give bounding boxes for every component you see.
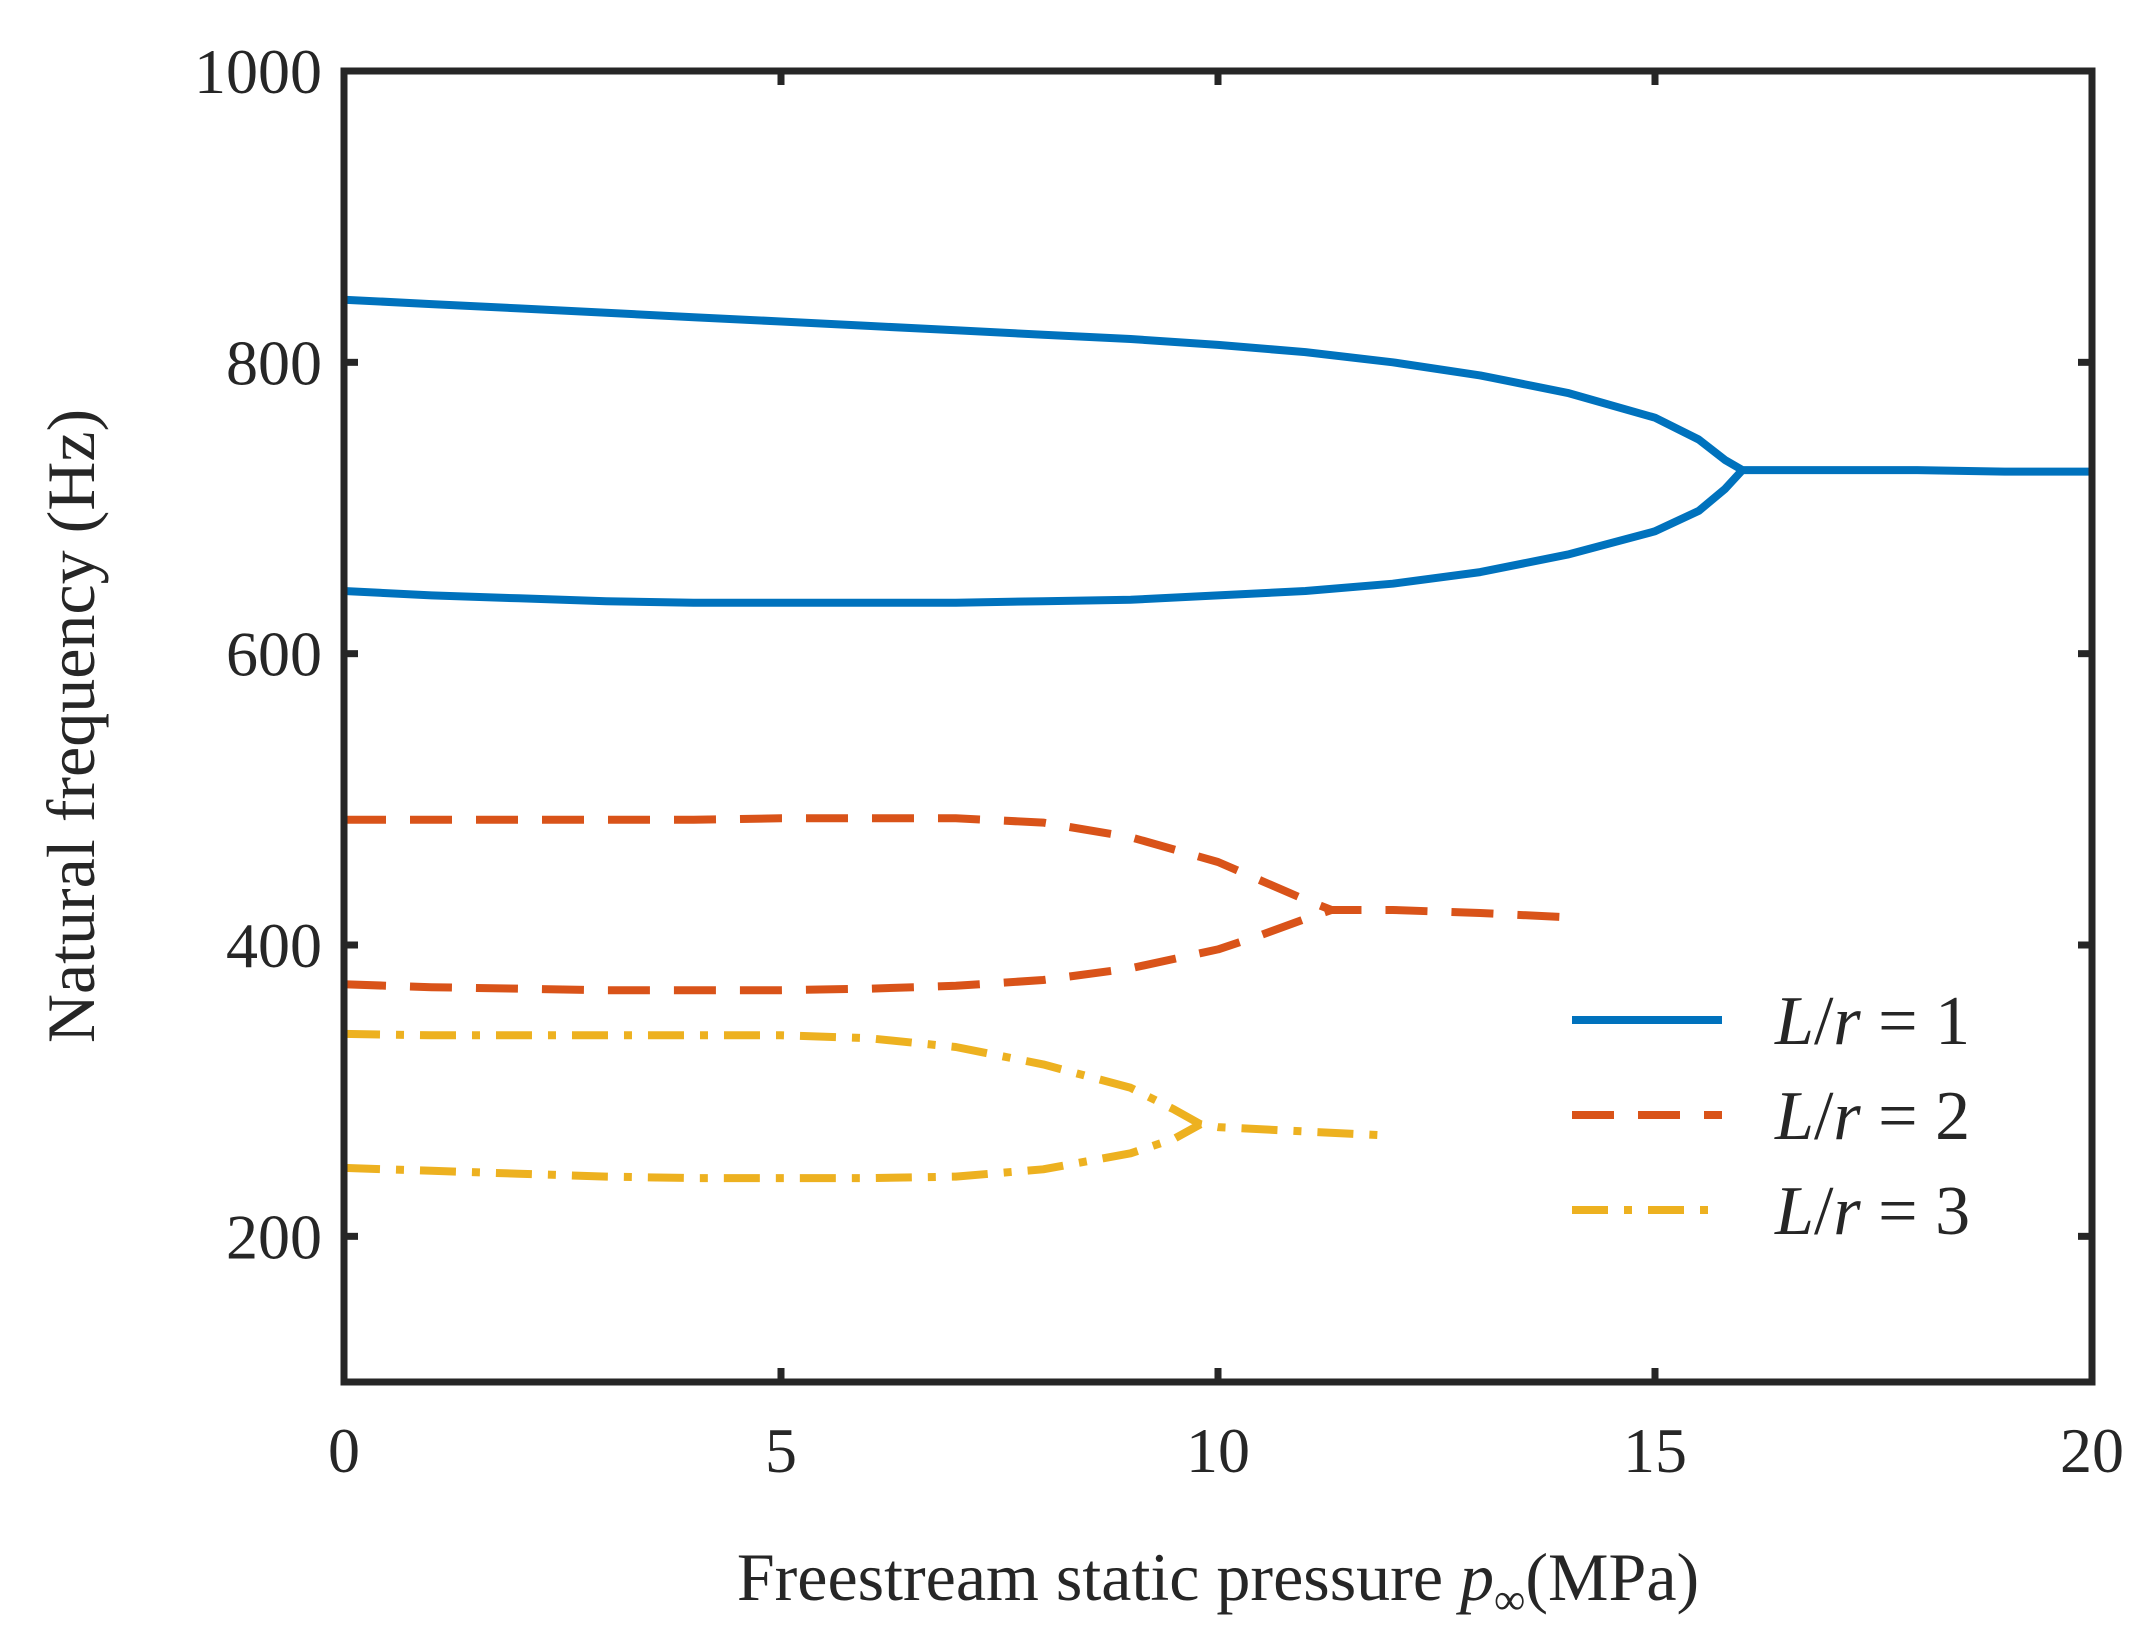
series-2-branch-2-line xyxy=(343,906,1333,995)
legend-label-2: L/r = 2 xyxy=(1774,1078,1970,1155)
legend: L/r = 1 L/r = 2 L/r = 3 xyxy=(1572,983,1970,1250)
x-axis-label: Freestream static pressure p∞(MPa) xyxy=(737,1539,1699,1624)
legend-label-1: L/r = 1 xyxy=(1774,983,1970,1060)
x-tick-label-15: 15 xyxy=(1623,1415,1687,1486)
y-tick-label-400: 400 xyxy=(226,910,322,981)
x-tick-label-20: 20 xyxy=(2060,1415,2124,1486)
x-tick-label-10: 10 xyxy=(1186,1415,1250,1486)
series-1-branch-1-line xyxy=(343,295,2092,476)
series-3-branch-2-line xyxy=(343,1120,1203,1183)
tick-labels: 0 5 10 15 20 200 400 600 800 1000 xyxy=(194,36,2124,1486)
plot-lines xyxy=(343,295,2092,1183)
series-2-branch-1-line xyxy=(344,814,1568,922)
x-tick-label-0: 0 xyxy=(328,1415,360,1486)
y-tick-label-1000: 1000 xyxy=(194,36,322,107)
y-tick-label-600: 600 xyxy=(226,619,322,690)
y-axis-label: Natural frequency (Hz) xyxy=(33,409,109,1043)
y-tick-label-800: 800 xyxy=(226,327,322,398)
axis-ticks xyxy=(340,67,2096,1382)
series-3-branch-1-line xyxy=(343,1029,1393,1140)
y-tick-label-200: 200 xyxy=(226,1201,322,1272)
legend-label-3: L/r = 3 xyxy=(1774,1173,1970,1250)
series-1-branch-2-line xyxy=(343,467,1746,607)
x-tick-label-5: 5 xyxy=(765,1415,797,1486)
